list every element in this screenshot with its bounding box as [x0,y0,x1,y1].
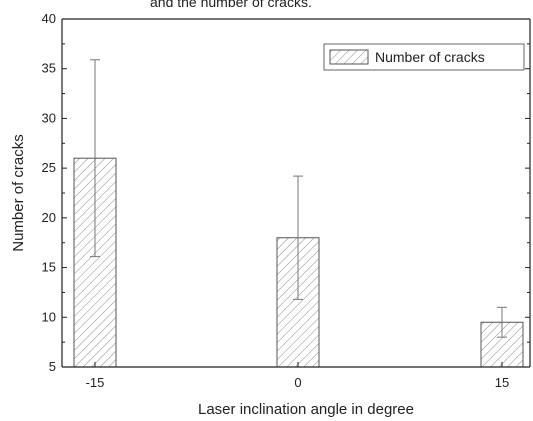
error-bars-layer [90,59,507,338]
y-tick-label: 40 [42,11,56,26]
y-tick-label: 20 [42,210,56,225]
clipped-caption-text: and the number of cracks. [150,0,312,10]
y-tick-label: 5 [49,359,56,374]
x-tick-label: 0 [294,375,301,390]
y-tick-label: 10 [42,309,56,324]
y-axis-title: Number of cracks [10,134,27,252]
y-tick-label: 25 [42,160,56,175]
legend: Number of cracks [323,43,525,71]
error-bar-15 [497,306,507,338]
error-bar--15 [90,59,100,258]
x-axis-title: Laser inclination angle in degree [198,401,414,418]
y-tick-label: 35 [42,61,56,76]
x-tick-label: 15 [495,375,509,390]
y-tick-label: 15 [42,260,56,275]
legend-label: Number of cracks [375,49,485,65]
legend-swatch [329,49,369,65]
error-bar-0 [293,175,303,300]
x-ticks: -15 0 15 [86,362,509,390]
y-tick-label: 30 [42,110,56,125]
x-tick-label: -15 [86,375,105,390]
y-ticks: 5 10 15 20 25 30 35 40 [42,11,530,374]
